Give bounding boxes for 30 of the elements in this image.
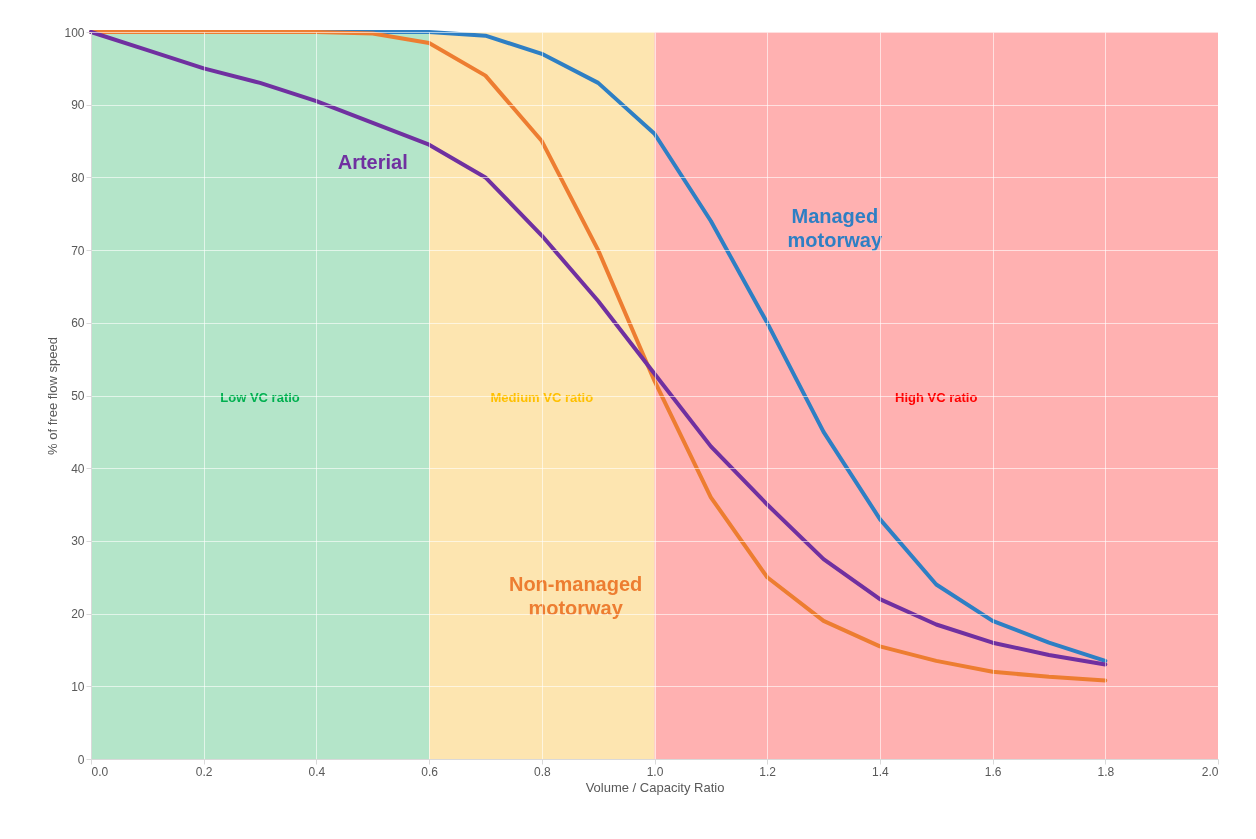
y-tick-label: 0 <box>77 752 85 767</box>
y-tick-label: 90 <box>71 98 85 113</box>
x-tick-label: 1.4 <box>872 764 890 779</box>
y-tick-label: 20 <box>71 607 85 622</box>
text: Non-managed motorway <box>508 572 643 619</box>
x-tick-label: 1.2 <box>759 764 777 779</box>
x-tick-label: 1.0 <box>646 764 664 779</box>
x-tick-label: 0.4 <box>308 764 326 779</box>
y-tick-label: 60 <box>71 316 85 331</box>
y-axis-title: % of free flow speed <box>45 337 61 455</box>
x-tick-label: 0.2 <box>195 764 213 779</box>
x-tick-label: 0.6 <box>421 764 439 779</box>
y-tick-label: 40 <box>71 461 85 476</box>
x-tick-label: 2.0 <box>1201 764 1219 779</box>
y-tick-label: 80 <box>71 170 85 185</box>
y-tick-label: 100 <box>64 25 85 40</box>
x-tick-label: 1.6 <box>984 764 1002 779</box>
band-label: Low VC ratio <box>220 389 300 405</box>
y-tick-label: 70 <box>71 243 85 258</box>
band-label: High VC ratio <box>895 389 978 405</box>
series-label: Arterial <box>337 150 408 173</box>
y-tick-label: 30 <box>71 534 85 549</box>
text: Managed motorway <box>787 205 883 252</box>
y-tick-label: 10 <box>71 679 85 694</box>
x-axis-title: Volume / Capacity Ratio <box>585 779 725 795</box>
y-tick-label: 50 <box>71 389 85 403</box>
x-tick-label: 1.8 <box>1097 764 1115 779</box>
x-tick-label: 0.8 <box>533 764 551 779</box>
band-label: Medium VC ratio <box>490 389 594 405</box>
x-tick-label: 0.0 <box>91 764 109 779</box>
